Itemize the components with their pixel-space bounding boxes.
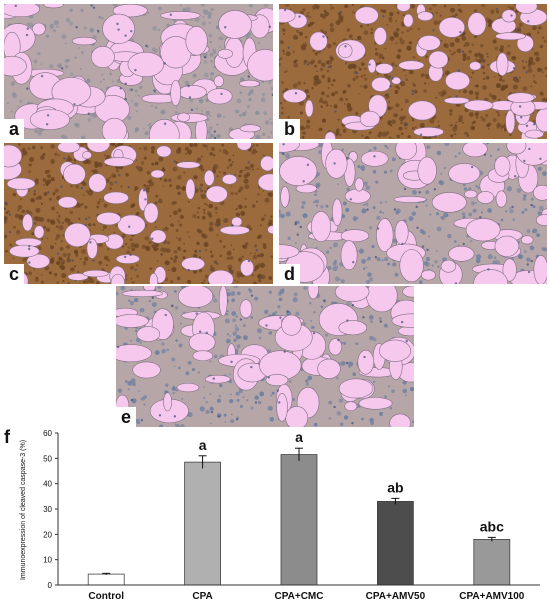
chart-svg: f Immunoexpression of cleaved caspase-3 … <box>4 427 540 602</box>
micrograph-a-image <box>4 4 273 139</box>
y-tick-label: 30 <box>43 505 52 514</box>
panel-label-c: c <box>4 264 25 284</box>
micrograph-c: c <box>4 143 273 284</box>
bar <box>376 501 414 586</box>
bar <box>280 454 318 586</box>
panel-label-a: a <box>4 119 25 139</box>
chart-panel-label: f <box>4 427 11 447</box>
significance-label: a <box>199 437 207 453</box>
micrograph-d: d <box>279 143 547 284</box>
bar <box>184 461 222 586</box>
x-tick-label: Control <box>88 591 124 602</box>
y-tick-label: 60 <box>43 429 52 438</box>
panel-label-d: d <box>279 264 300 284</box>
panel-label-b: b <box>279 119 300 139</box>
micrograph-d-image <box>279 143 547 284</box>
panel-label-e: e <box>116 407 137 427</box>
x-tick-label: CPA+AMV100 <box>459 591 525 602</box>
y-tick-label: 10 <box>43 556 52 565</box>
micrograph-a: a <box>4 4 273 139</box>
significance-label: abc <box>480 518 504 534</box>
bar <box>87 573 125 586</box>
y-tick-label: 40 <box>43 480 52 489</box>
micrograph-e-image <box>116 286 414 427</box>
bar <box>473 539 511 586</box>
micrograph-b-image <box>279 4 547 139</box>
y-axis-label: Immunoexpression of cleaved caspase-3 (%… <box>20 440 27 580</box>
micrograph-c-image <box>4 143 273 284</box>
caspase-bar-chart: f Immunoexpression of cleaved caspase-3 … <box>0 425 550 604</box>
chart-axes: 0 10 20 30 40 50 60 Control CPA CPA+CMC CPA+AMV50 C… <box>43 429 540 602</box>
y-tick-label: 0 <box>48 581 53 590</box>
x-tick-label: CPA+CMC <box>275 591 324 602</box>
micrograph-b: b <box>279 4 547 139</box>
x-tick-label: CPA+AMV50 <box>366 591 426 602</box>
significance-label: ab <box>387 479 403 495</box>
x-tick-label: CPA <box>192 591 212 602</box>
y-tick-label: 20 <box>43 530 52 539</box>
y-tick-label: 50 <box>43 454 52 463</box>
significance-label: a <box>295 429 303 445</box>
micrograph-e: e <box>116 286 414 427</box>
chart-bars: a a ab abc <box>87 429 511 586</box>
